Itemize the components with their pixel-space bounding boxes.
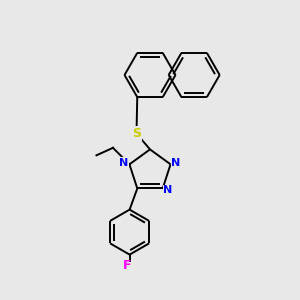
Text: N: N xyxy=(164,185,173,195)
Text: S: S xyxy=(132,127,141,140)
Text: N: N xyxy=(171,158,181,168)
Text: F: F xyxy=(123,259,131,272)
Text: N: N xyxy=(119,158,129,168)
